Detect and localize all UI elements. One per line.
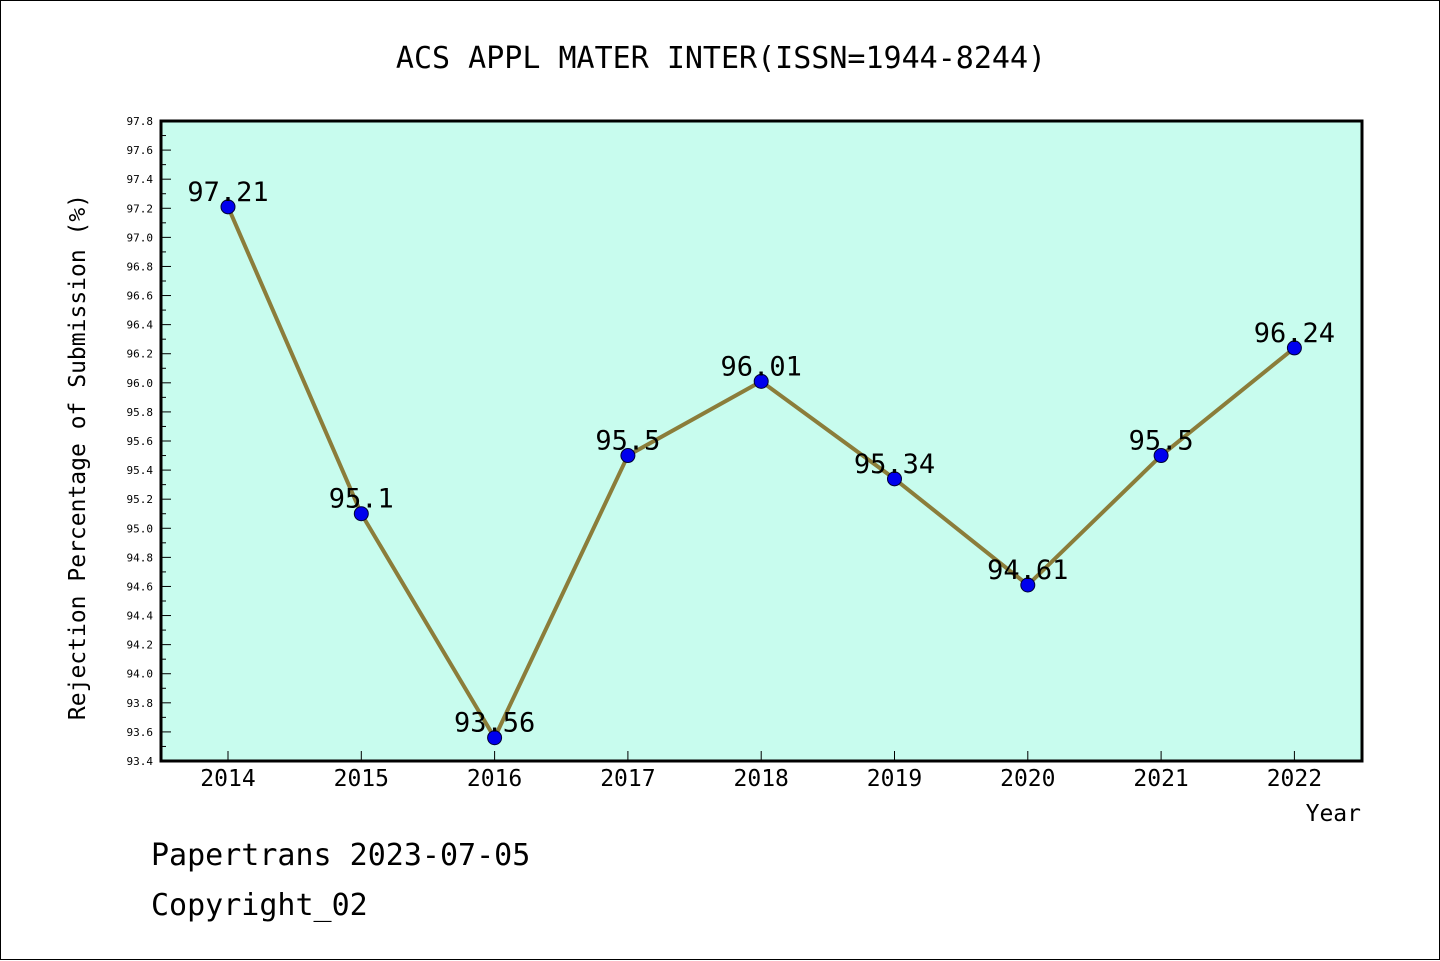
- y-tick-label: 95.8: [127, 406, 154, 419]
- data-label: 95.1: [329, 484, 394, 515]
- y-tick-label: 94.6: [127, 580, 154, 593]
- chart-title: ACS APPL MATER INTER(ISSN=1944-8244): [396, 41, 1046, 76]
- y-tick-label: 95.4: [127, 464, 154, 477]
- data-point: [1020, 577, 1036, 593]
- x-tick-label: 2014: [200, 766, 255, 792]
- data-label: 96.24: [1254, 318, 1335, 349]
- x-tick-label: 2018: [734, 766, 789, 792]
- footer-copyright: Copyright_02: [151, 888, 368, 923]
- y-tick-label: 96.2: [127, 348, 154, 361]
- data-label: 97.21: [187, 177, 268, 208]
- x-tick-label: 2022: [1267, 766, 1322, 792]
- data-label: 93.56: [454, 708, 535, 739]
- data-point: [220, 199, 236, 215]
- y-tick-label: 94.4: [127, 610, 154, 623]
- y-tick-label: 97.6: [127, 144, 154, 157]
- x-tick-label: 2017: [600, 766, 655, 792]
- y-tick-label: 94.2: [127, 639, 154, 652]
- y-tick-label: 97.4: [127, 173, 154, 186]
- y-tick-label: 96.8: [127, 260, 154, 273]
- data-point: [620, 448, 636, 464]
- data-point: [353, 506, 369, 522]
- data-point: [487, 730, 503, 746]
- series-layer: [220, 199, 1302, 746]
- data-label: 94.61: [987, 555, 1068, 586]
- data-point: [1286, 340, 1302, 356]
- y-tick-label: 93.8: [127, 697, 154, 710]
- data-label: 95.34: [854, 449, 935, 480]
- y-tick-label: 96.0: [127, 377, 154, 390]
- y-tick-label: 97.2: [127, 202, 154, 215]
- data-label: 96.01: [721, 351, 802, 382]
- y-tick-label: 94.0: [127, 668, 154, 681]
- x-axis-title: Year: [1306, 801, 1361, 827]
- data-labels-layer: 97.21 95.1 93.56 95.5 96.01 95.34 94.61 95.5 96.…: [187, 177, 1335, 739]
- x-tick-label: 2019: [867, 766, 922, 792]
- y-tick-label: 96.6: [127, 290, 154, 303]
- x-tick-label: 2021: [1133, 766, 1188, 792]
- y-tick-label: 96.4: [127, 319, 154, 332]
- data-label: 95.5: [595, 426, 660, 457]
- y-axis-ticks: 93.4 93.6 93.8 94.0 94.2 94.4 94.6 94.8 95.0 95.2…: [127, 115, 171, 768]
- y-tick-label: 94.8: [127, 551, 154, 564]
- footer-date: Papertrans 2023-07-05: [151, 838, 530, 873]
- data-point: [887, 471, 902, 487]
- y-tick-label: 95.0: [127, 522, 154, 535]
- data-label: 95.5: [1129, 426, 1194, 457]
- y-tick-label: 93.6: [127, 726, 154, 739]
- y-tick-label: 95.6: [127, 435, 154, 448]
- y-tick-label: 97.0: [127, 231, 154, 244]
- x-tick-label: 2016: [467, 766, 522, 792]
- data-point: [1153, 448, 1169, 464]
- y-axis-title: Rejection Percentage of Submission (%): [65, 194, 91, 720]
- plot-area: [159, 119, 1364, 763]
- data-point: [753, 373, 769, 389]
- x-tick-label: 2015: [334, 766, 389, 792]
- x-tick-label: 2020: [1000, 766, 1055, 792]
- x-axis-ticks: 2014 2015 2016 2017 2018 2019 2020 2021 2022: [200, 751, 1322, 792]
- y-tick-label: 93.4: [127, 755, 154, 768]
- y-tick-label: 95.2: [127, 493, 154, 506]
- y-tick-label: 97.8: [127, 115, 154, 128]
